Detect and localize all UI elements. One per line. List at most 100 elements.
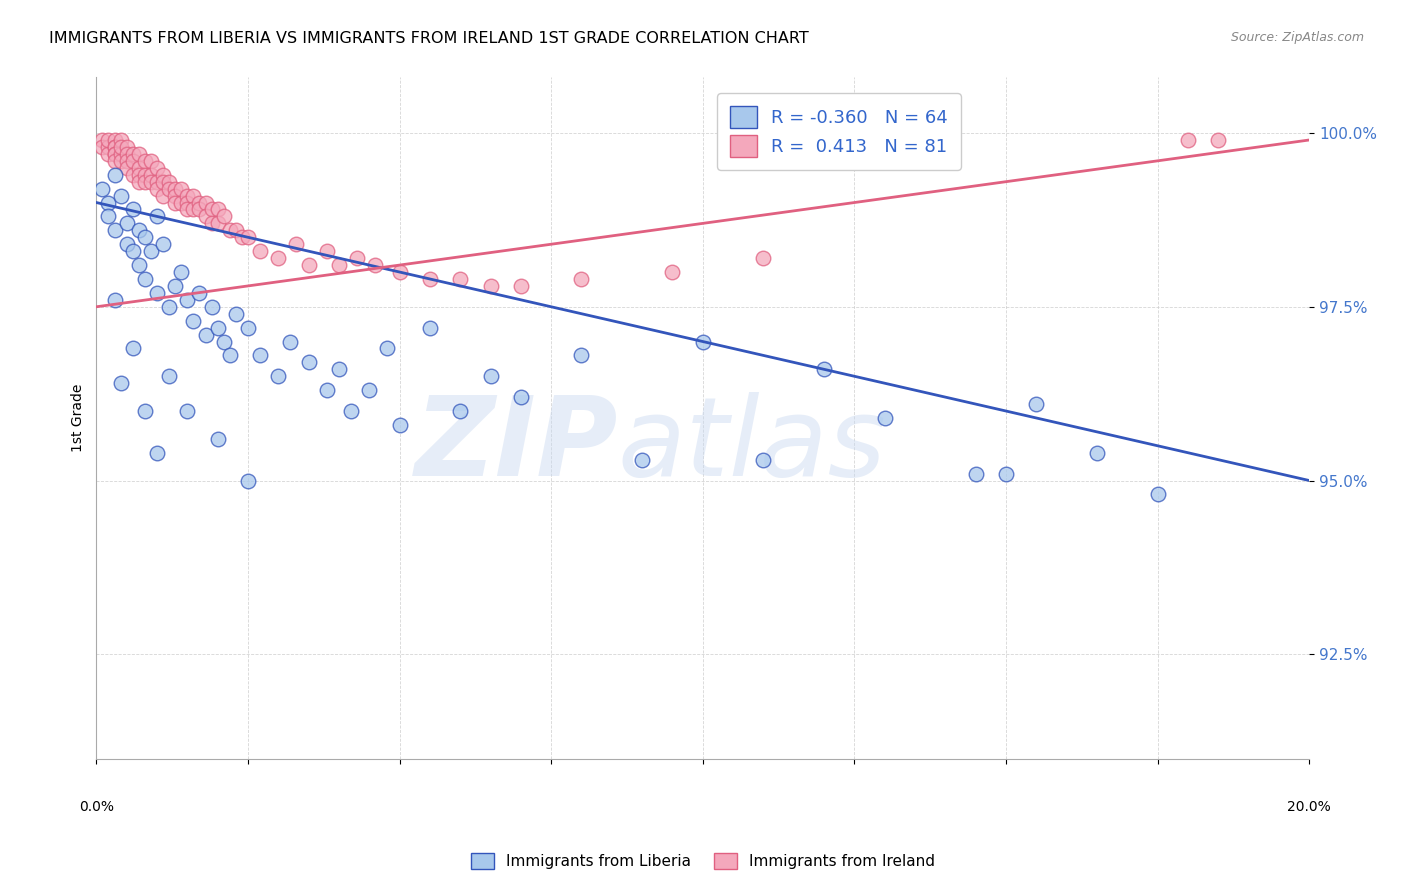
Point xyxy=(146,175,169,189)
Point xyxy=(285,237,308,252)
Point xyxy=(188,195,211,210)
Point xyxy=(188,202,211,217)
Point xyxy=(110,133,132,147)
Point xyxy=(328,362,350,376)
Point xyxy=(449,272,471,286)
Point xyxy=(1177,133,1199,147)
Point xyxy=(297,258,319,272)
Point xyxy=(315,244,337,259)
Point xyxy=(115,140,138,154)
Point xyxy=(218,348,240,362)
Point xyxy=(1085,446,1108,460)
Point xyxy=(207,320,229,334)
Point xyxy=(176,188,198,202)
Point xyxy=(183,314,205,328)
Point xyxy=(110,140,132,154)
Point xyxy=(115,147,138,161)
Point xyxy=(146,285,169,300)
Point xyxy=(128,223,150,237)
Point xyxy=(267,251,290,265)
Point xyxy=(479,279,502,293)
Point xyxy=(449,404,471,418)
Point xyxy=(236,320,259,334)
Point xyxy=(225,307,247,321)
Point xyxy=(200,300,222,314)
Point xyxy=(103,133,125,147)
Point xyxy=(165,279,187,293)
Point xyxy=(207,216,229,230)
Point xyxy=(212,210,235,224)
Point xyxy=(328,258,350,272)
Legend: R = -0.360   N = 64, R =  0.413   N = 81: R = -0.360 N = 64, R = 0.413 N = 81 xyxy=(717,94,960,169)
Point xyxy=(146,210,169,224)
Point xyxy=(479,369,502,384)
Point xyxy=(97,210,120,224)
Point xyxy=(103,140,125,154)
Point xyxy=(139,168,162,182)
Point xyxy=(110,188,132,202)
Point xyxy=(183,188,205,202)
Point xyxy=(236,230,259,244)
Point xyxy=(297,355,319,369)
Text: 0.0%: 0.0% xyxy=(79,800,114,814)
Point xyxy=(134,272,156,286)
Point xyxy=(1025,397,1047,411)
Point xyxy=(218,223,240,237)
Point xyxy=(236,474,259,488)
Point xyxy=(115,237,138,252)
Point xyxy=(152,237,174,252)
Point xyxy=(377,342,399,356)
Point xyxy=(115,216,138,230)
Point xyxy=(267,369,290,384)
Point xyxy=(91,133,114,147)
Y-axis label: 1st Grade: 1st Grade xyxy=(72,384,86,452)
Text: 20.0%: 20.0% xyxy=(1288,800,1331,814)
Point xyxy=(170,195,193,210)
Point xyxy=(813,362,835,376)
Point xyxy=(134,175,156,189)
Point xyxy=(419,272,441,286)
Point xyxy=(152,168,174,182)
Point xyxy=(200,202,222,217)
Point xyxy=(146,181,169,195)
Point xyxy=(157,181,180,195)
Point xyxy=(128,161,150,175)
Point xyxy=(509,279,531,293)
Point xyxy=(91,140,114,154)
Point xyxy=(121,147,143,161)
Point xyxy=(571,348,593,362)
Point xyxy=(631,452,654,467)
Point xyxy=(995,467,1018,481)
Point xyxy=(157,175,180,189)
Point xyxy=(103,168,125,182)
Point xyxy=(170,181,193,195)
Point xyxy=(1206,133,1229,147)
Point xyxy=(165,181,187,195)
Point xyxy=(165,195,187,210)
Point xyxy=(134,153,156,168)
Point xyxy=(315,383,337,397)
Point xyxy=(200,216,222,230)
Point xyxy=(249,244,271,259)
Point xyxy=(509,390,531,404)
Point xyxy=(103,293,125,307)
Point xyxy=(207,432,229,446)
Point xyxy=(134,168,156,182)
Point xyxy=(128,168,150,182)
Point xyxy=(139,175,162,189)
Point xyxy=(965,467,987,481)
Point xyxy=(110,376,132,391)
Point xyxy=(97,195,120,210)
Point xyxy=(139,244,162,259)
Point xyxy=(207,202,229,217)
Point xyxy=(194,195,217,210)
Point xyxy=(134,404,156,418)
Point xyxy=(121,342,143,356)
Point xyxy=(188,285,211,300)
Point xyxy=(419,320,441,334)
Point xyxy=(752,251,775,265)
Point xyxy=(157,300,180,314)
Text: ZIP: ZIP xyxy=(415,392,617,499)
Point xyxy=(170,265,193,279)
Point xyxy=(128,258,150,272)
